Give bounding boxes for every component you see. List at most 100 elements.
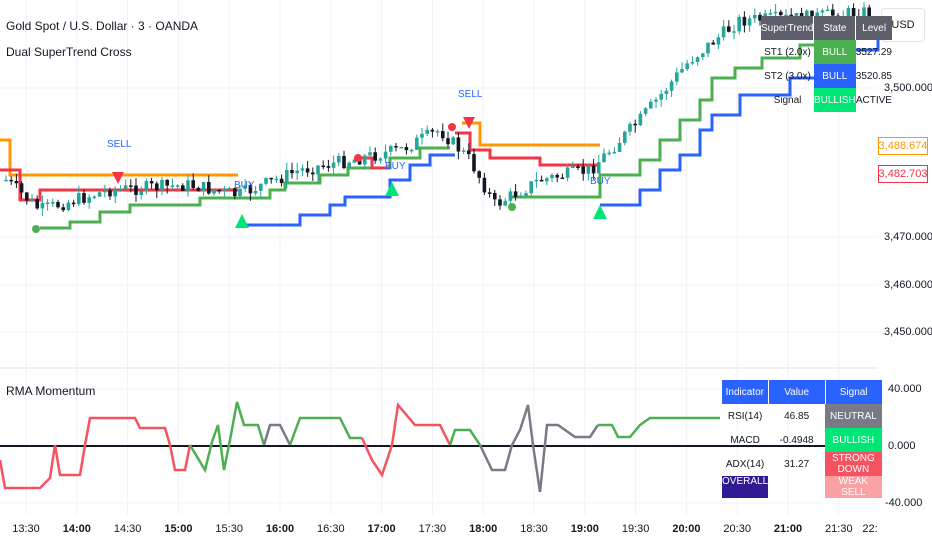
- candle-body: [851, 7, 856, 17]
- candle-body: [607, 152, 611, 155]
- candle-body: [19, 183, 24, 193]
- candle-body: [175, 185, 180, 187]
- candle-body: [389, 146, 393, 152]
- st-header-level: Level: [855, 16, 893, 40]
- candle-body: [25, 192, 29, 201]
- momentum-title: RMA Momentum: [6, 384, 96, 398]
- time-axis-label: 21:30: [825, 523, 853, 535]
- candle-body: [113, 189, 117, 197]
- candle-body: [602, 153, 606, 163]
- st-row-level: 3520.85: [855, 70, 892, 82]
- candle-body: [623, 131, 627, 143]
- candle-body: [695, 57, 700, 63]
- st-row-name: Signal: [773, 94, 802, 106]
- candle-body: [758, 14, 762, 21]
- cross-dot: [32, 225, 40, 233]
- candle-body: [519, 195, 523, 198]
- candle-body: [253, 190, 258, 194]
- candle-body: [30, 199, 34, 201]
- price-axis-label: 3,470.000: [884, 231, 932, 243]
- candle-body: [472, 154, 476, 172]
- candle-body: [295, 170, 299, 174]
- candle-body: [144, 181, 149, 192]
- candle-body: [56, 201, 60, 208]
- st-row-state: BULL: [813, 64, 856, 88]
- candle-body: [420, 133, 424, 138]
- momentum-line: [448, 428, 482, 446]
- momentum-line: [0, 416, 192, 490]
- candle-body: [560, 177, 565, 180]
- candle-body: [196, 187, 201, 192]
- st-header-name: SuperTrend: [761, 16, 815, 40]
- time-axis-label: 16:30: [317, 523, 345, 535]
- candle-body: [305, 168, 310, 173]
- candle-body: [378, 158, 383, 161]
- candle-body: [77, 193, 81, 205]
- candle-body: [513, 191, 518, 198]
- candle-body: [721, 26, 726, 38]
- candle-body: [227, 188, 232, 190]
- price-tag-orange: 3,488.674: [878, 137, 928, 155]
- candle-body: [409, 149, 414, 152]
- momentum-axis-label: -40.000: [885, 497, 923, 509]
- candle-body: [139, 191, 143, 195]
- st-header-state: State: [813, 16, 857, 40]
- st-row-state: BULLISH: [813, 88, 856, 112]
- candle-body: [222, 188, 227, 191]
- candle-body: [259, 183, 263, 191]
- candle-body: [612, 151, 617, 154]
- candle-body: [14, 181, 19, 184]
- sell-arrow-icon: [463, 117, 475, 129]
- mom-row-name: OVERALL: [722, 476, 769, 498]
- candle-body: [342, 155, 346, 169]
- candle-body: [51, 201, 55, 204]
- candle-body: [617, 142, 622, 152]
- supertrend-slow-down-line: [0, 138, 238, 177]
- supertrend-fast-up-line: [512, 36, 878, 199]
- candle-body: [524, 193, 528, 196]
- price-axis-label: 3,450.000: [884, 326, 932, 338]
- time-axis-label: 21:00: [773, 523, 803, 535]
- candle-body: [441, 131, 445, 139]
- momentum-table: Indicator Value Signal RSI(14) 46.85 NEU…: [722, 380, 882, 498]
- candle-body: [565, 167, 570, 178]
- candle-body: [539, 179, 544, 182]
- candle-body: [487, 192, 492, 194]
- supertrend-slow-up-line: [238, 153, 455, 227]
- momentum-axis-label: 0.000: [888, 440, 916, 452]
- candle-body: [357, 159, 362, 165]
- candle-body: [456, 137, 461, 152]
- candle-body: [170, 185, 175, 187]
- supertrend-fast-down-line: [0, 168, 238, 202]
- candle-body: [35, 199, 39, 209]
- candle-body: [290, 170, 294, 174]
- mom-row-signal: STRONG DOWN: [825, 452, 882, 476]
- candle-body: [61, 207, 65, 211]
- symbol-title: Gold Spot / U.S. Dollar · 3 · OANDA: [6, 19, 199, 33]
- mom-row-value: [768, 476, 825, 498]
- time-axis-label: 16:00: [265, 523, 295, 535]
- candle-body: [129, 185, 133, 187]
- price-axis-label: 3,460.000: [884, 279, 932, 291]
- buy-label: BUY: [234, 180, 255, 191]
- candle-body: [212, 189, 216, 194]
- candle-body: [274, 178, 279, 181]
- buy-arrow-icon: [235, 214, 249, 228]
- candle-body: [706, 42, 710, 54]
- mom-header-indicator: Indicator: [722, 380, 769, 404]
- candle-body: [394, 146, 398, 148]
- st-row-name: ST2 (3.0x): [764, 70, 811, 82]
- momentum-axis-label: 40.000: [888, 383, 922, 395]
- momentum-line: [478, 404, 600, 493]
- candle-body: [508, 191, 513, 201]
- candle-body: [66, 202, 71, 211]
- candle-body: [217, 189, 221, 192]
- time-axis-label: 15:00: [164, 523, 193, 535]
- candle-body: [40, 203, 45, 209]
- candle-body: [550, 174, 554, 179]
- candle-body: [654, 99, 658, 102]
- candle-body: [591, 165, 596, 174]
- time-axis-label: 15:30: [215, 523, 243, 535]
- candle-body: [123, 185, 128, 189]
- cross-dot: [508, 203, 516, 211]
